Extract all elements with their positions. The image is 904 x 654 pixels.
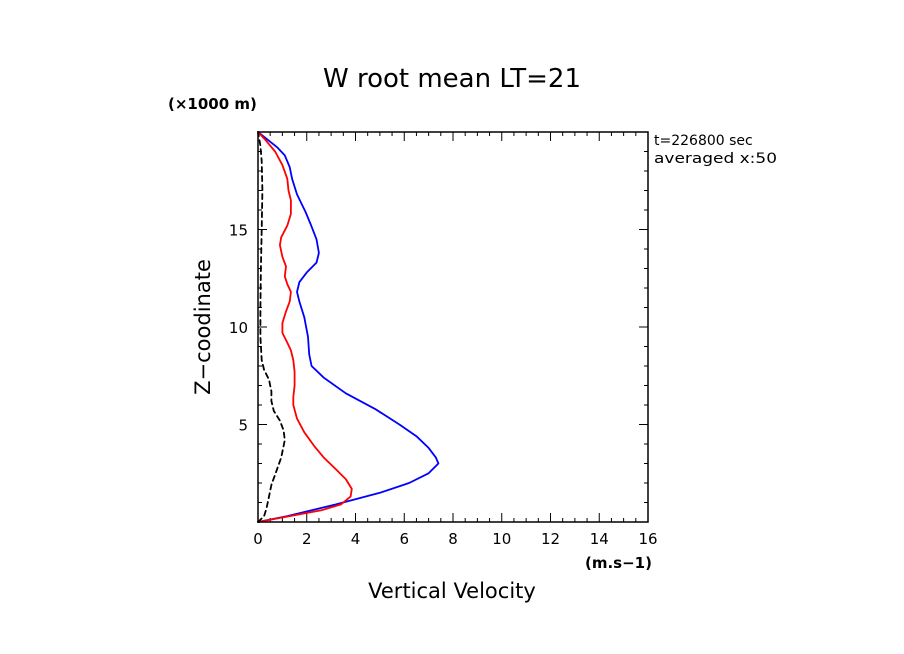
y-tick-label: 5 [238,417,248,435]
annotations: t=226800 sec averaged x:50 [654,133,777,167]
data-series [257,131,440,523]
x-tick-label: 6 [399,530,409,548]
series-line-0 [257,131,440,523]
x-unit-label: (m.s−1) [585,554,652,572]
x-tick-label: 12 [541,530,560,548]
x-tick-label: 8 [448,530,458,548]
axis-ticks: 0 2 4 6 8 10 12 14 16 5 10 15 [229,131,658,548]
plot-frame [257,131,649,523]
y-tick-label: 15 [229,222,248,240]
annotation-averaged: averaged x:50 [654,151,777,167]
series-line-1 [257,131,353,523]
x-tick-label: 10 [492,530,511,548]
annotation-time: t=226800 sec [654,133,753,149]
x-tick-label: 14 [590,530,609,548]
y-unit-label: (×1000 m) [168,95,257,113]
chart-title: W root mean LT=21 [323,64,581,94]
y-tick-label: 10 [229,319,248,337]
series-line-2 [257,131,286,523]
annotation-mask [776,148,816,168]
x-axis-label: Vertical Velocity [368,579,536,603]
x-tick-label: 16 [638,530,657,548]
x-tick-label: 2 [302,530,312,548]
x-tick-label: 4 [351,530,361,548]
x-tick-label: 0 [253,530,263,548]
y-axis-label: Z−coodinate [191,259,215,395]
